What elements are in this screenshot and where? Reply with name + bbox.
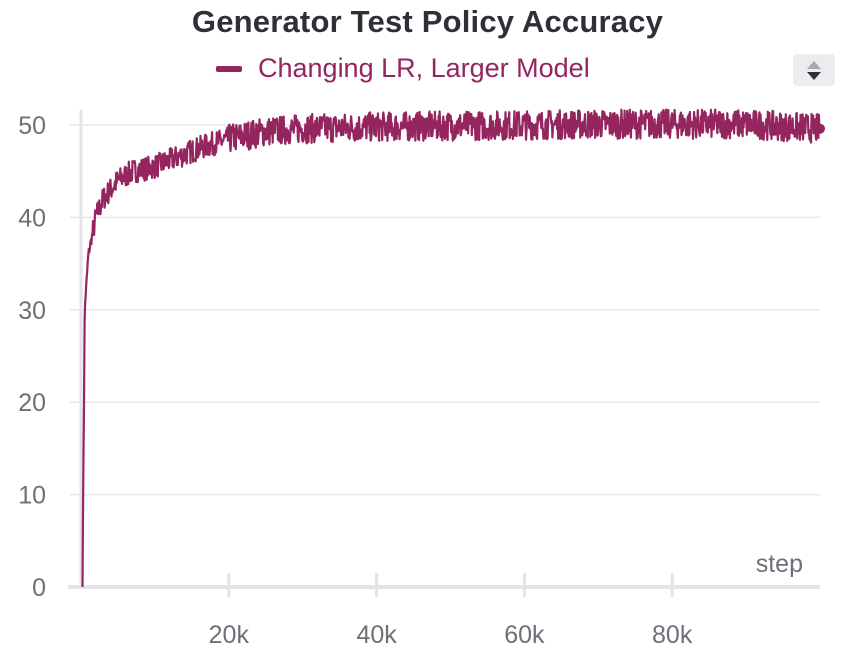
y-tick-label-20: 20 <box>18 389 46 417</box>
legend-label[interactable]: Changing LR, Larger Model <box>258 53 590 83</box>
y-tick-label-50: 50 <box>18 112 46 140</box>
y-tick-label-40: 40 <box>18 204 46 232</box>
chart-title: Generator Test Policy Accuracy <box>191 4 664 39</box>
y-tick-label-10: 10 <box>18 482 46 510</box>
x-axis-label: step <box>756 550 803 578</box>
legend: Changing LR, Larger Model <box>216 53 590 84</box>
x-tick-label-80k: 80k <box>652 621 693 649</box>
series-end-point-0 <box>815 123 825 134</box>
arrow-down-icon <box>807 71 821 80</box>
legend-swatch <box>216 65 242 72</box>
series-group <box>81 108 825 588</box>
series-line-0 <box>81 108 822 588</box>
x-tick-label-40k: 40k <box>356 621 397 649</box>
sort-arrows-icon[interactable] <box>793 54 835 86</box>
arrow-up-icon <box>807 60 821 69</box>
x-tick-label-60k: 60k <box>504 621 545 649</box>
y-tick-label-30: 30 <box>18 297 46 325</box>
y-axis: 0 10 20 30 40 50 <box>18 112 46 602</box>
grid-lines <box>68 110 820 589</box>
y-tick-label-0: 0 <box>32 574 46 602</box>
x-tick-label-20k: 20k <box>209 621 250 649</box>
x-axis: 20k 40k 60k 80k <box>209 573 693 649</box>
